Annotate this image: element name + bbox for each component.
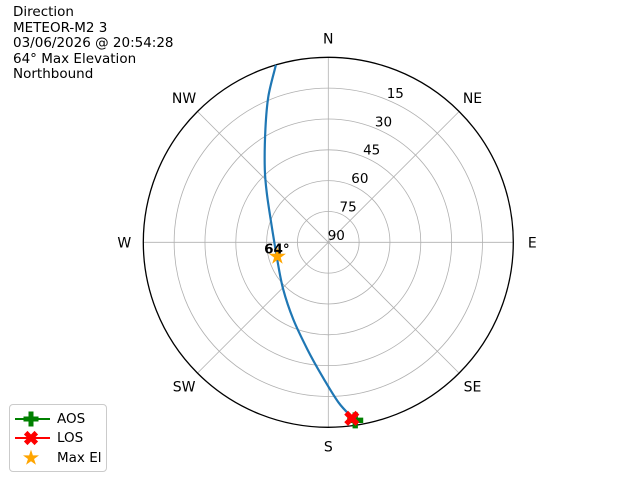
- azimuth-spoke: [197, 111, 329, 243]
- horizon-circle: [142, 56, 514, 428]
- compass-label-s: S: [324, 439, 333, 455]
- los-marker: [344, 410, 360, 426]
- compass-label-e: E: [528, 235, 537, 251]
- los-x-icon: [15, 431, 50, 446]
- compass-label-n: N: [323, 31, 333, 47]
- los-legend-marker: [23, 431, 39, 446]
- elevation-tick-label-90: 90: [328, 228, 345, 244]
- satellite-name: METEOR-M2 3: [13, 19, 108, 36]
- azimuth-spoke: [328, 242, 460, 374]
- max-el-star-icon: [23, 449, 39, 465]
- elevation-tick-label-60: 60: [351, 171, 368, 187]
- azimuth-spoke: [328, 111, 460, 243]
- pass-timestamp: 03/06/2026 @ 20:54:28: [13, 35, 174, 52]
- legend: AOS LOS Max El: [9, 404, 107, 472]
- polar-grid: [143, 57, 514, 428]
- legend-item-aos: AOS: [14, 409, 104, 429]
- plot-title: Direction: [13, 4, 74, 20]
- aos-plus-icon: [15, 411, 50, 427]
- compass-label-w: W: [117, 235, 131, 251]
- max-elevation-text: 64° Max Elevation: [13, 50, 137, 67]
- azimuth-spoke: [197, 242, 329, 374]
- compass-label-se: SE: [464, 380, 482, 396]
- max-el-annotation: 64°: [264, 242, 290, 258]
- legend-label-max-el: Max El: [57, 449, 102, 466]
- legend-item-max-el: Max El: [14, 448, 104, 468]
- aos-legend-marker: [23, 411, 39, 427]
- compass-label-nw: NW: [172, 91, 196, 107]
- max-el-legend-marker: [23, 449, 39, 465]
- elevation-tick-label-45: 45: [363, 143, 380, 159]
- legend-label-los: LOS: [57, 430, 84, 447]
- elevation-tick-label-30: 30: [375, 114, 392, 130]
- elevation-tick-label-75: 75: [340, 200, 357, 216]
- legend-label-aos: AOS: [57, 410, 86, 427]
- compass-label-sw: SW: [173, 380, 196, 396]
- compass-label-ne: NE: [463, 91, 482, 107]
- max-el-marker: [268, 247, 286, 264]
- pass-direction-text: Northbound: [13, 66, 94, 83]
- pass-info: Direction METEOR-M2 3 03/06/2026 @ 20:54…: [13, 4, 174, 83]
- elevation-tick-label-15: 15: [387, 86, 404, 102]
- legend-item-los: LOS: [14, 429, 104, 449]
